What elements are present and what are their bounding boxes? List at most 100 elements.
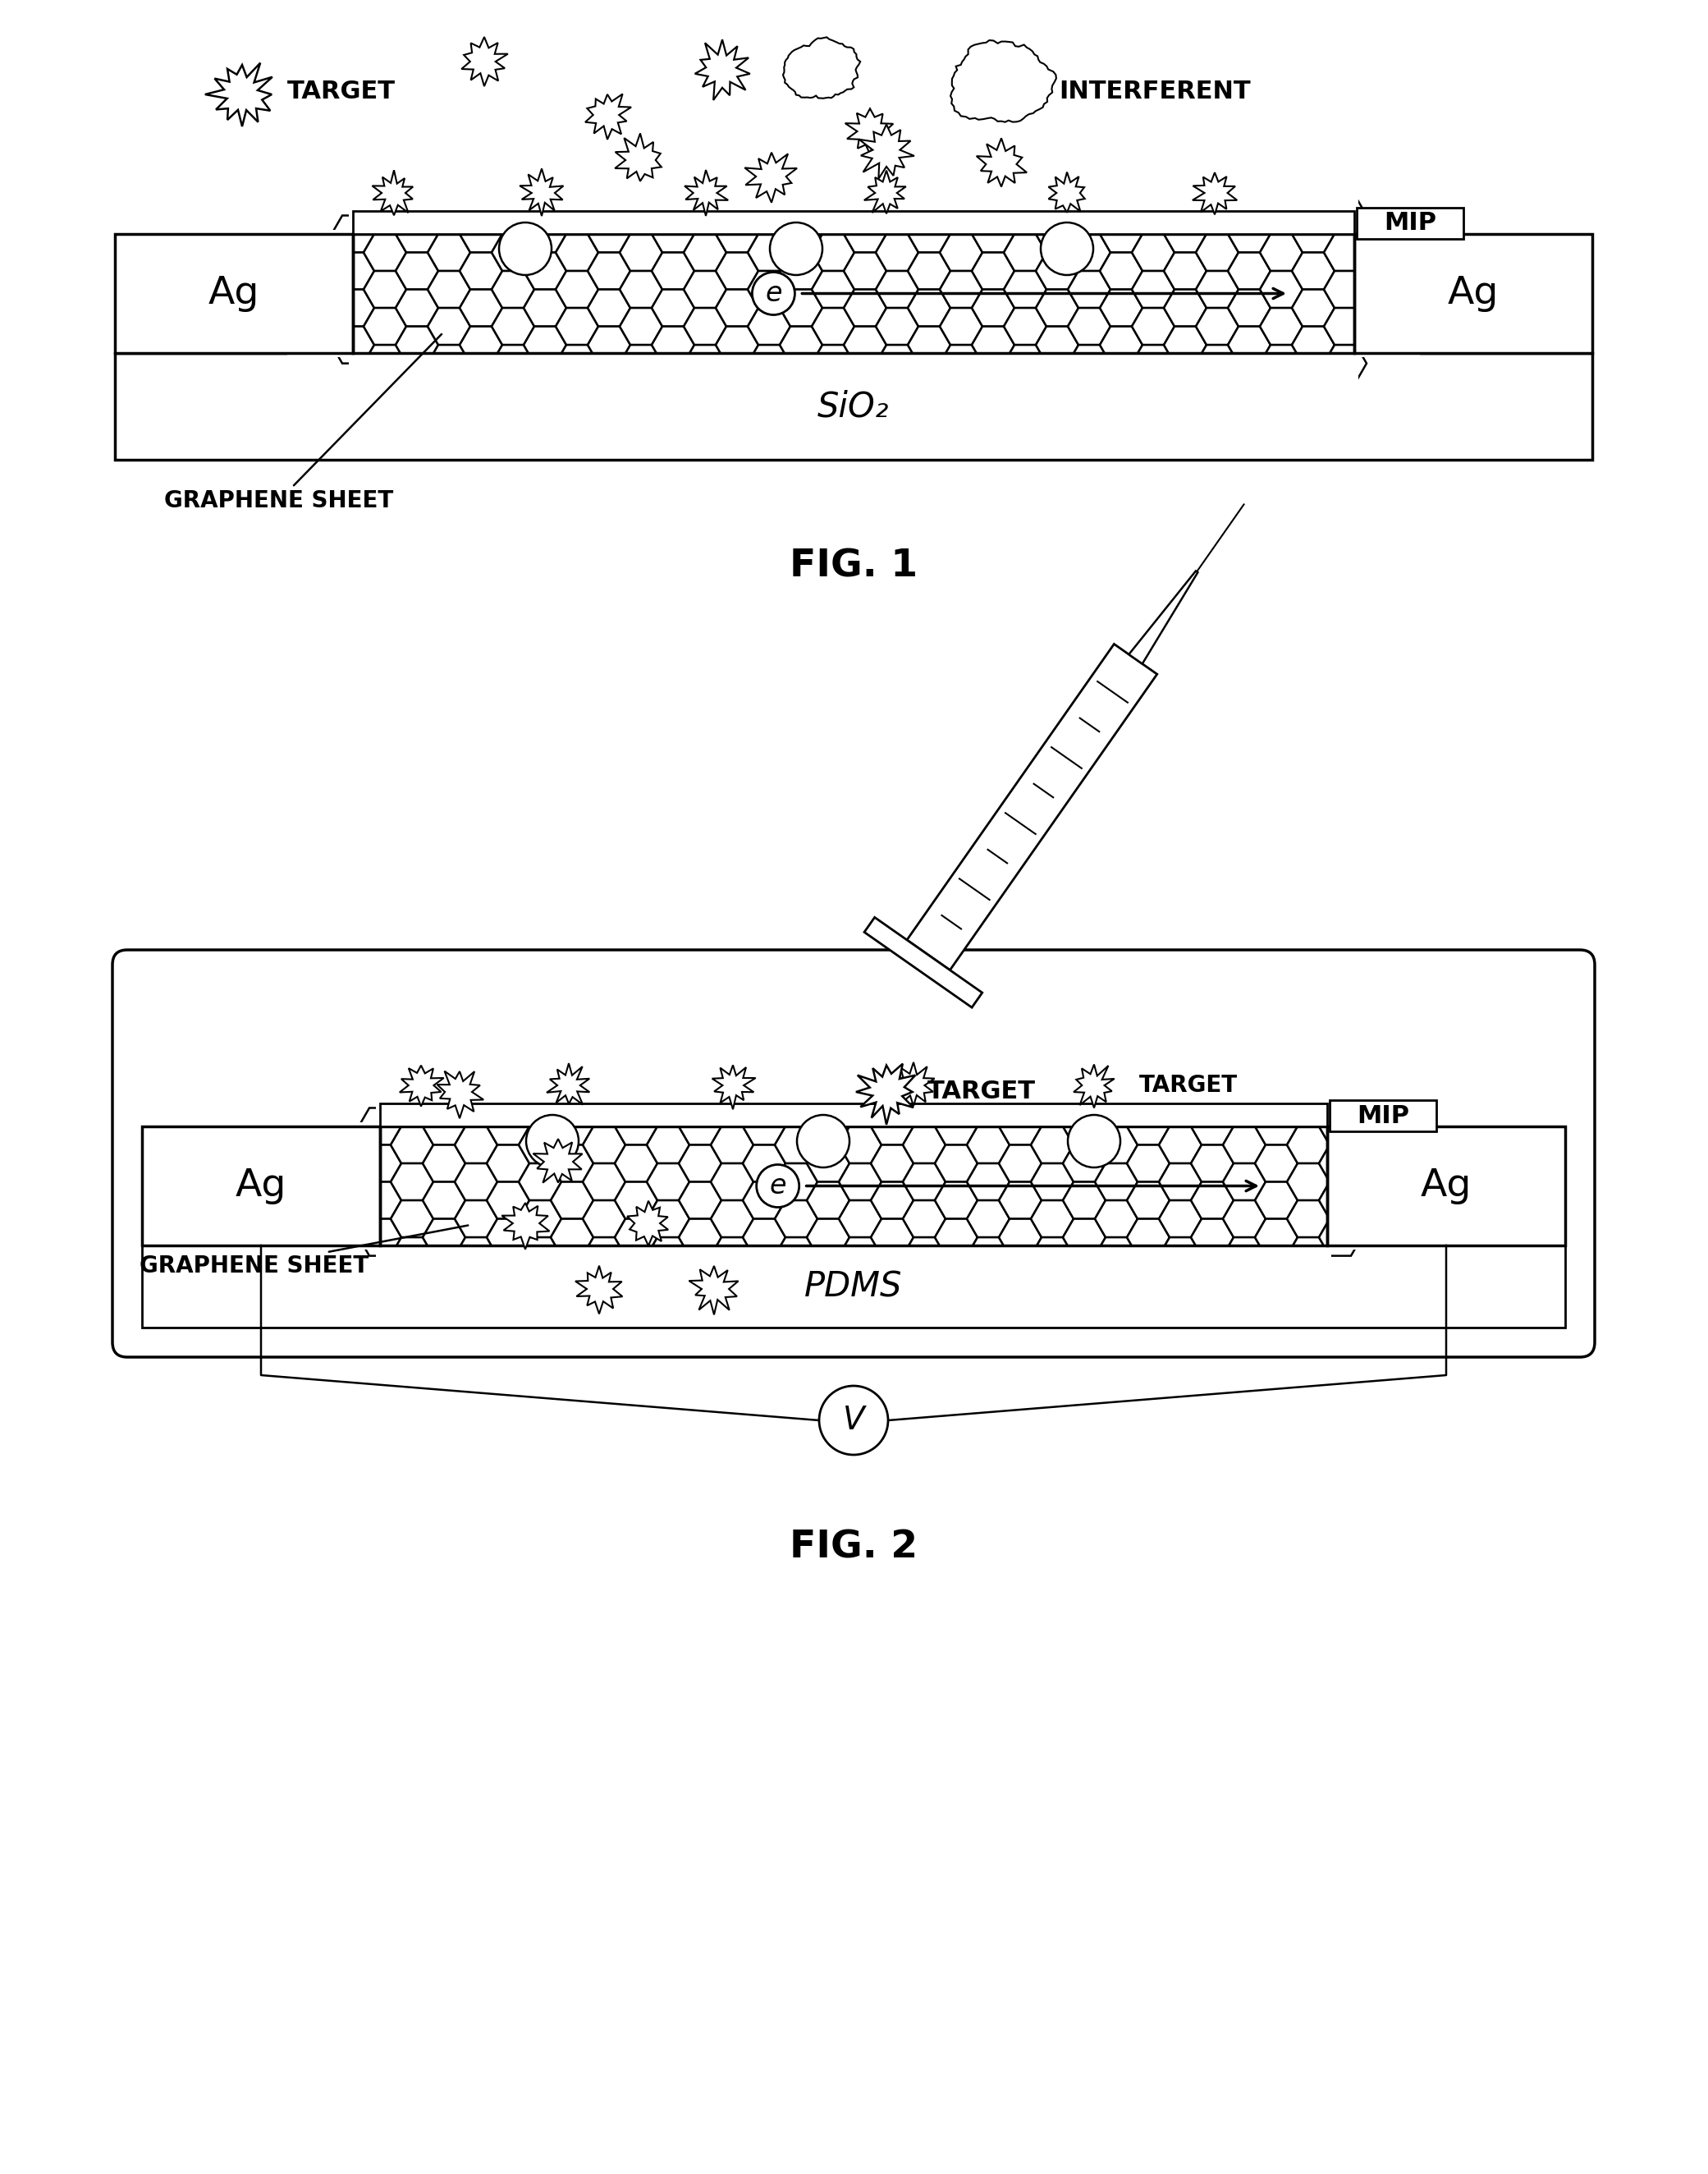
Polygon shape <box>806 1220 849 1257</box>
Polygon shape <box>999 1146 1042 1183</box>
Polygon shape <box>748 198 791 235</box>
Polygon shape <box>487 1220 529 1257</box>
Polygon shape <box>615 1109 658 1146</box>
Polygon shape <box>492 309 535 346</box>
Text: TARGET: TARGET <box>1139 1074 1238 1098</box>
Text: FIG. 2: FIG. 2 <box>789 1528 917 1565</box>
Polygon shape <box>1132 346 1175 383</box>
Text: e: e <box>765 280 782 307</box>
Polygon shape <box>711 1163 753 1200</box>
Polygon shape <box>743 1220 786 1257</box>
Polygon shape <box>391 1200 434 1237</box>
Polygon shape <box>502 1202 550 1250</box>
Polygon shape <box>999 1183 1042 1220</box>
Polygon shape <box>839 1163 881 1200</box>
Polygon shape <box>1004 235 1047 272</box>
Polygon shape <box>1004 198 1047 235</box>
Polygon shape <box>582 1126 625 1163</box>
Polygon shape <box>487 1146 529 1183</box>
Polygon shape <box>1129 572 1197 663</box>
Polygon shape <box>627 1200 668 1246</box>
Circle shape <box>820 1385 888 1454</box>
Polygon shape <box>806 1109 849 1146</box>
Polygon shape <box>1319 1146 1361 1183</box>
Polygon shape <box>775 1237 818 1274</box>
Polygon shape <box>934 1146 977 1183</box>
Text: GRAPHENE SHEET: GRAPHENE SHEET <box>164 335 442 513</box>
Polygon shape <box>1261 272 1303 309</box>
Polygon shape <box>907 252 950 289</box>
Polygon shape <box>904 1126 946 1163</box>
Polygon shape <box>1291 215 1334 252</box>
Polygon shape <box>775 1089 818 1126</box>
Polygon shape <box>1190 1220 1233 1257</box>
Polygon shape <box>950 41 1056 122</box>
Polygon shape <box>652 289 695 326</box>
Polygon shape <box>1163 326 1206 363</box>
Polygon shape <box>711 1089 753 1126</box>
Polygon shape <box>1261 309 1303 346</box>
Polygon shape <box>519 170 564 215</box>
Polygon shape <box>972 252 1015 289</box>
Polygon shape <box>967 1237 1009 1274</box>
Polygon shape <box>519 1126 562 1163</box>
Polygon shape <box>839 1237 881 1274</box>
Polygon shape <box>678 1109 721 1146</box>
Polygon shape <box>615 133 661 180</box>
Polygon shape <box>364 309 407 346</box>
Polygon shape <box>550 1183 593 1220</box>
Polygon shape <box>372 170 413 215</box>
Polygon shape <box>781 326 822 363</box>
Text: INTERFERENT: INTERFERENT <box>1059 80 1250 104</box>
Polygon shape <box>856 1063 915 1124</box>
Polygon shape <box>1324 272 1366 309</box>
Polygon shape <box>1032 1237 1074 1274</box>
Polygon shape <box>1291 326 1334 363</box>
Polygon shape <box>1132 198 1175 235</box>
Polygon shape <box>743 1183 786 1220</box>
Polygon shape <box>422 1109 465 1146</box>
Polygon shape <box>620 346 663 383</box>
Polygon shape <box>893 1063 934 1107</box>
Polygon shape <box>972 326 1015 363</box>
Polygon shape <box>454 1089 497 1126</box>
Polygon shape <box>331 289 374 326</box>
Polygon shape <box>391 1163 434 1200</box>
Polygon shape <box>934 1109 977 1146</box>
Polygon shape <box>1223 1237 1266 1274</box>
Polygon shape <box>876 309 919 346</box>
Polygon shape <box>864 170 905 213</box>
Text: e: e <box>769 1172 786 1200</box>
Bar <box>1327 1126 1565 1246</box>
Polygon shape <box>364 272 407 309</box>
Polygon shape <box>1196 272 1238 309</box>
Polygon shape <box>524 215 567 252</box>
Polygon shape <box>1127 1109 1170 1146</box>
Polygon shape <box>1035 215 1078 252</box>
Polygon shape <box>487 1183 529 1220</box>
Polygon shape <box>492 235 535 272</box>
Polygon shape <box>1062 1183 1105 1220</box>
Polygon shape <box>588 215 630 252</box>
Polygon shape <box>1286 1126 1329 1163</box>
Polygon shape <box>743 1109 786 1146</box>
Bar <box>114 352 1592 459</box>
Polygon shape <box>1223 1089 1266 1126</box>
Polygon shape <box>907 326 950 363</box>
Polygon shape <box>647 1126 690 1163</box>
Polygon shape <box>844 326 886 363</box>
Polygon shape <box>907 644 1156 970</box>
Polygon shape <box>876 272 919 309</box>
Polygon shape <box>1324 235 1366 272</box>
Polygon shape <box>492 198 535 235</box>
Polygon shape <box>845 109 893 154</box>
Text: Ag: Ag <box>1448 276 1500 313</box>
Polygon shape <box>582 1200 625 1237</box>
Polygon shape <box>1062 1146 1105 1183</box>
Polygon shape <box>683 272 726 309</box>
Polygon shape <box>775 1126 818 1163</box>
Polygon shape <box>1160 1126 1202 1163</box>
Polygon shape <box>459 252 502 289</box>
Polygon shape <box>743 1146 786 1183</box>
Polygon shape <box>904 1200 946 1237</box>
